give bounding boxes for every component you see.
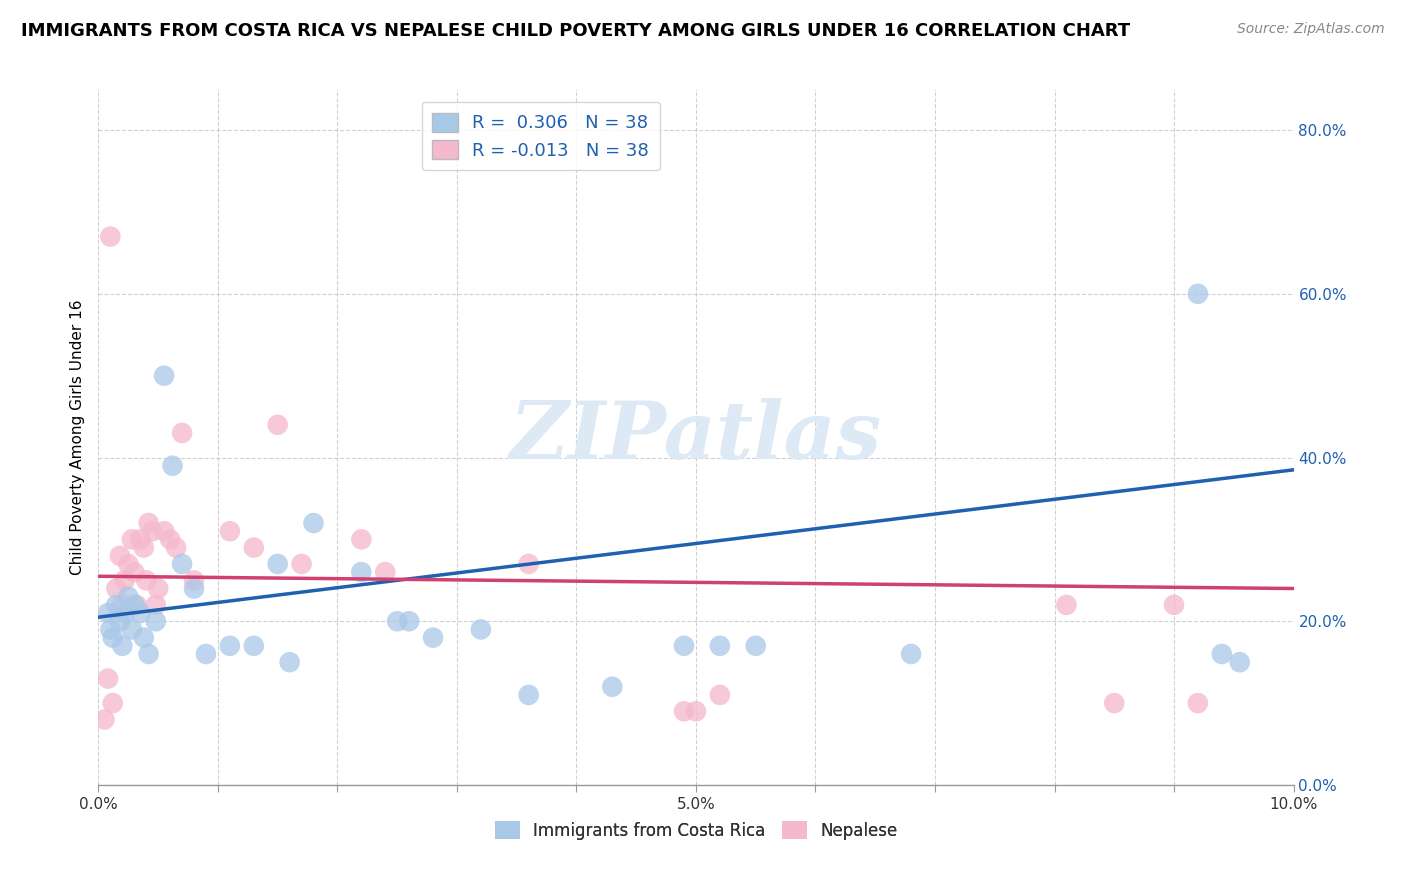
Point bbox=[117, 590, 139, 604]
Point bbox=[124, 598, 146, 612]
Point bbox=[117, 557, 139, 571]
Point bbox=[108, 549, 131, 563]
Point bbox=[685, 704, 707, 718]
Point bbox=[153, 524, 176, 539]
Point bbox=[124, 565, 146, 579]
Point bbox=[267, 557, 290, 571]
Point bbox=[709, 688, 731, 702]
Point bbox=[1211, 647, 1233, 661]
Point bbox=[385, 614, 409, 628]
Point bbox=[172, 557, 194, 571]
Text: Source: ZipAtlas.com: Source: ZipAtlas.com bbox=[1237, 22, 1385, 37]
Point bbox=[1187, 696, 1209, 710]
Point bbox=[105, 582, 128, 596]
Point bbox=[195, 647, 218, 661]
Point bbox=[470, 623, 492, 637]
Point bbox=[98, 623, 122, 637]
Point bbox=[101, 696, 124, 710]
Point bbox=[422, 631, 444, 645]
Point bbox=[111, 639, 134, 653]
Point bbox=[101, 631, 124, 645]
Point bbox=[291, 557, 314, 571]
Point bbox=[1054, 598, 1078, 612]
Point bbox=[219, 524, 242, 539]
Point bbox=[121, 533, 143, 547]
Point bbox=[159, 533, 181, 547]
Point bbox=[138, 516, 160, 530]
Point bbox=[183, 574, 205, 588]
Point bbox=[243, 541, 266, 555]
Point bbox=[153, 368, 176, 383]
Point bbox=[1229, 655, 1251, 669]
Point bbox=[145, 598, 167, 612]
Point bbox=[243, 639, 266, 653]
Point bbox=[602, 680, 624, 694]
Point bbox=[121, 623, 143, 637]
Point bbox=[745, 639, 768, 653]
Point bbox=[900, 647, 922, 661]
Point bbox=[135, 574, 157, 588]
Legend: Immigrants from Costa Rica, Nepalese: Immigrants from Costa Rica, Nepalese bbox=[488, 814, 904, 847]
Text: ZIPatlas: ZIPatlas bbox=[510, 399, 882, 475]
Point bbox=[114, 606, 136, 620]
Point bbox=[267, 417, 290, 432]
Point bbox=[517, 688, 540, 702]
Y-axis label: Child Poverty Among Girls Under 16: Child Poverty Among Girls Under 16 bbox=[69, 300, 84, 574]
Point bbox=[111, 598, 134, 612]
Point bbox=[138, 647, 160, 661]
Point bbox=[141, 524, 163, 539]
Point bbox=[278, 655, 301, 669]
Point bbox=[114, 574, 136, 588]
Point bbox=[105, 598, 128, 612]
Point bbox=[162, 458, 184, 473]
Point bbox=[673, 704, 696, 718]
Point bbox=[145, 614, 167, 628]
Point bbox=[98, 229, 122, 244]
Point bbox=[165, 541, 187, 555]
Point bbox=[97, 606, 120, 620]
Point bbox=[172, 425, 194, 440]
Point bbox=[219, 639, 242, 653]
Point bbox=[1104, 696, 1126, 710]
Point bbox=[517, 557, 540, 571]
Point bbox=[148, 582, 170, 596]
Point bbox=[302, 516, 325, 530]
Point bbox=[673, 639, 696, 653]
Point bbox=[374, 565, 396, 579]
Point bbox=[350, 565, 373, 579]
Point bbox=[350, 533, 373, 547]
Point bbox=[93, 713, 115, 727]
Point bbox=[709, 639, 731, 653]
Point bbox=[108, 614, 131, 628]
Point bbox=[129, 533, 152, 547]
Point bbox=[132, 541, 155, 555]
Point bbox=[125, 598, 148, 612]
Point bbox=[183, 582, 205, 596]
Point bbox=[129, 606, 152, 620]
Point bbox=[97, 672, 120, 686]
Point bbox=[132, 631, 155, 645]
Point bbox=[398, 614, 420, 628]
Point bbox=[1163, 598, 1185, 612]
Point bbox=[1187, 286, 1209, 301]
Text: IMMIGRANTS FROM COSTA RICA VS NEPALESE CHILD POVERTY AMONG GIRLS UNDER 16 CORREL: IMMIGRANTS FROM COSTA RICA VS NEPALESE C… bbox=[21, 22, 1130, 40]
